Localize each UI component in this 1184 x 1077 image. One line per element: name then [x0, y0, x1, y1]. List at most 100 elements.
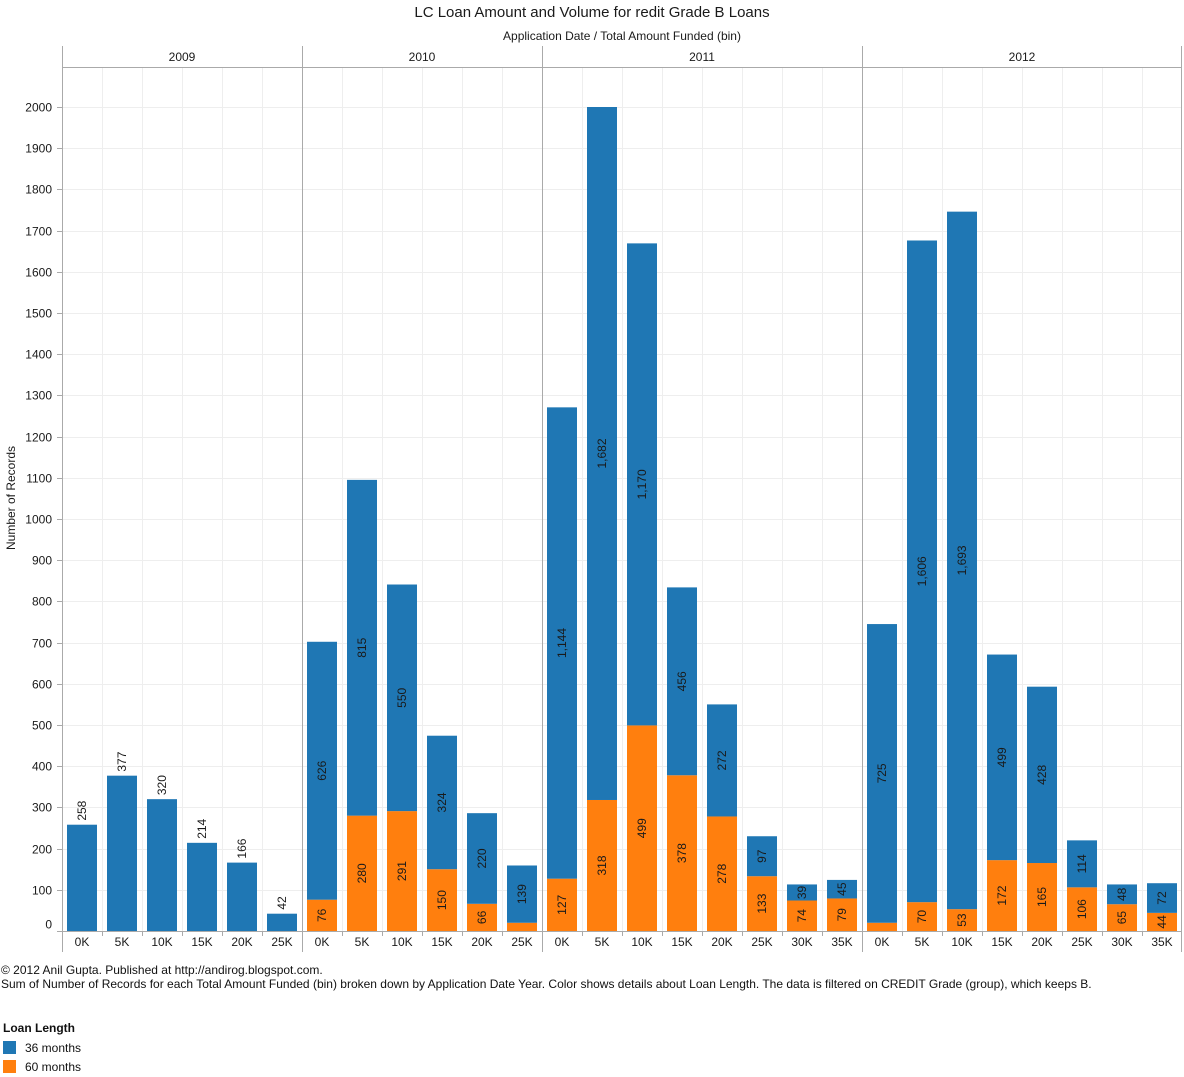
data-label-36-months: 42 — [275, 896, 289, 910]
bar-36-months — [987, 654, 1017, 861]
data-label-60-months: 172 — [995, 885, 1009, 905]
caption-text: Sum of Number of Records for each Total … — [1, 977, 1092, 991]
x-tick-label: 0K — [315, 935, 330, 949]
y-tick-label: 1800 — [25, 183, 52, 197]
y-tick-label: 2000 — [25, 101, 52, 115]
x-tick-label: 15K — [191, 935, 212, 949]
y-tick-label: 1900 — [25, 142, 52, 156]
x-tick-label: 35K — [831, 935, 852, 949]
legend-item-36-months[interactable]: 36 months — [3, 1038, 81, 1057]
bar-36-months — [507, 865, 537, 923]
x-tick-label: 30K — [1111, 935, 1132, 949]
x-tick-label: 5K — [355, 935, 370, 949]
y-tick-label: 700 — [32, 637, 52, 651]
y-axis-title: Number of Records — [4, 446, 18, 550]
data-label-60-months: 44 — [1155, 915, 1169, 929]
x-tick-label: 35K — [1151, 935, 1172, 949]
x-tick-label: 5K — [915, 935, 930, 949]
y-tick-label: 1300 — [25, 389, 52, 403]
panel-header-2009: 2009 — [169, 50, 196, 64]
bar-60-months — [507, 922, 537, 931]
bar-60-months — [627, 725, 657, 931]
x-tick-label: 10K — [951, 935, 972, 949]
y-tick-label: 1000 — [25, 513, 52, 527]
y-tick-label: 0 — [45, 918, 52, 932]
x-tick-label: 15K — [991, 935, 1012, 949]
y-tick-label: 600 — [32, 678, 52, 692]
legend: Loan Length 36 months 60 months — [3, 1021, 81, 1076]
data-label-36-months: 1,144 — [555, 628, 569, 658]
data-label-36-months: 499 — [995, 747, 1009, 767]
data-label-60-months: 133 — [755, 893, 769, 913]
data-label-60-months: 53 — [955, 913, 969, 927]
legend-label: 36 months — [25, 1040, 82, 1055]
y-tick-label: 1700 — [25, 225, 52, 239]
data-label-36-months: 272 — [715, 750, 729, 770]
y-tick-label: 800 — [32, 595, 52, 609]
x-tick-label: 15K — [671, 935, 692, 949]
panel-header-2010: 2010 — [409, 50, 436, 64]
data-label-60-months: 165 — [1035, 887, 1049, 907]
data-label-60-months: 278 — [715, 863, 729, 883]
data-label-36-months: 45 — [835, 882, 849, 896]
bar-36-months — [747, 836, 777, 877]
data-label-36-months: 815 — [355, 637, 369, 657]
bar-36-months — [347, 479, 377, 816]
x-tick-label: 30K — [791, 935, 812, 949]
bar-60-months — [1027, 863, 1057, 931]
data-labels: 258 377 320 214 166 42 76 626 280 815 291 550 150 324… — [75, 438, 1169, 928]
data-label-60-months: 291 — [395, 861, 409, 881]
bar-36-months — [1147, 883, 1177, 913]
bar-36-months — [387, 584, 417, 812]
bar-36-months — [187, 842, 217, 931]
y-tick-label: 1100 — [26, 472, 52, 486]
x-tick-label: 20K — [471, 935, 492, 949]
bar-36-months — [467, 813, 497, 904]
legend-swatch-60-months — [3, 1060, 16, 1073]
data-label-36-months: 626 — [315, 760, 329, 780]
bar-60-months — [307, 899, 337, 931]
data-label-60-months: 150 — [435, 890, 449, 910]
data-label-36-months: 114 — [1075, 854, 1089, 873]
data-label-60-months: 318 — [595, 855, 609, 875]
legend-item-60-months[interactable]: 60 months — [3, 1057, 81, 1076]
bar-60-months — [947, 909, 977, 931]
bars — [67, 107, 1177, 931]
bar-60-months — [827, 898, 857, 931]
data-label-60-months: 76 — [315, 908, 329, 922]
data-label-36-months: 1,693 — [955, 545, 969, 575]
chart-title: LC Loan Amount and Volume for redit Grad… — [414, 4, 770, 21]
bar-60-months — [347, 815, 377, 931]
bar-60-months — [747, 876, 777, 931]
bar-36-months — [787, 884, 817, 901]
legend-label: 60 months — [25, 1059, 82, 1074]
y-tick-label: 300 — [32, 801, 52, 815]
x-tick-label: 10K — [391, 935, 412, 949]
x-tick-label: 10K — [151, 935, 172, 949]
data-label-60-months: 378 — [675, 843, 689, 863]
bar-60-months — [467, 903, 497, 931]
bar-60-months — [387, 811, 417, 931]
x-tick-label: 0K — [555, 935, 570, 949]
bar-36-months — [707, 704, 737, 817]
y-tick-label: 1400 — [25, 348, 52, 362]
axes: 0 100 200 300 400 500 600 700 800 900 1000 1100 1200… — [25, 46, 1182, 952]
data-label-60-months: 280 — [355, 863, 369, 883]
data-label-60-months: 70 — [915, 910, 929, 924]
bar-36-months — [867, 624, 897, 923]
x-tick-label: 0K — [875, 935, 890, 949]
bar-36-months — [147, 799, 177, 931]
legend-swatch-36-months — [3, 1041, 16, 1054]
y-tick-label: 500 — [32, 719, 52, 733]
data-label-60-months: 66 — [475, 910, 489, 924]
bar-36-months — [1107, 884, 1137, 905]
panel-header-2011: 2011 — [689, 50, 715, 64]
bar-60-months — [1147, 912, 1177, 931]
data-label-36-months: 550 — [395, 687, 409, 707]
bar-36-months — [667, 587, 697, 776]
bar-36-months — [947, 211, 977, 910]
bar-60-months — [667, 775, 697, 931]
data-label-36-months: 97 — [755, 849, 769, 863]
x-tick-label: 5K — [115, 935, 130, 949]
x-tick-label: 5K — [595, 935, 610, 949]
